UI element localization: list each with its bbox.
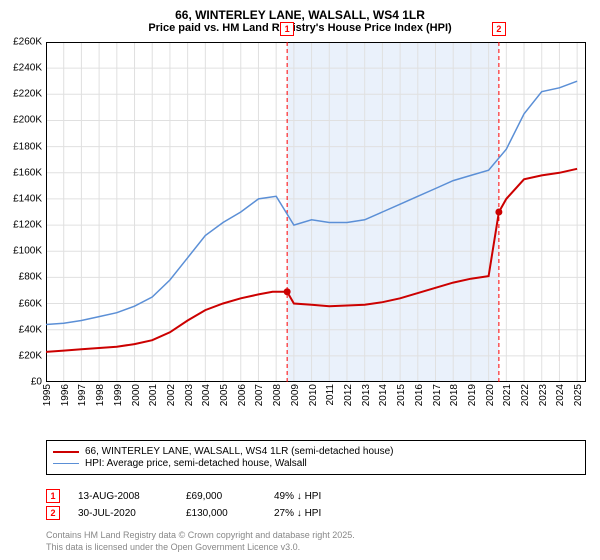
y-tick-label: £100K	[13, 246, 42, 257]
y-tick-label: £120K	[13, 220, 42, 231]
sale-row: 2 30-JUL-2020 £130,000 27% ↓ HPI	[46, 506, 586, 520]
chart-container: 66, WINTERLEY LANE, WALSALL, WS4 1LR Pri…	[0, 0, 600, 560]
sale-date: 30-JUL-2020	[78, 508, 168, 519]
y-tick-label: £80K	[19, 272, 42, 283]
legend-label-hpi: HPI: Average price, semi-detached house,…	[85, 458, 307, 469]
sale-row: 1 13-AUG-2008 £69,000 49% ↓ HPI	[46, 489, 586, 503]
legend-label-price-paid: 66, WINTERLEY LANE, WALSALL, WS4 1LR (se…	[85, 446, 393, 457]
x-tick-label: 2017	[432, 384, 443, 406]
x-tick-label: 2025	[573, 384, 584, 406]
x-tick-label: 1997	[77, 384, 88, 406]
title-subtitle: Price paid vs. HM Land Registry's House …	[0, 22, 600, 34]
x-tick-label: 1998	[95, 384, 106, 406]
x-tick-label: 2002	[166, 384, 177, 406]
x-tick-label: 1995	[42, 384, 53, 406]
sale-marker-badge: 1	[280, 22, 294, 36]
legend-row-hpi: HPI: Average price, semi-detached house,…	[53, 458, 579, 469]
title-address: 66, WINTERLEY LANE, WALSALL, WS4 1LR	[0, 8, 600, 22]
x-tick-label: 2003	[184, 384, 195, 406]
x-tick-label: 2018	[449, 384, 460, 406]
sale-badge: 2	[46, 506, 60, 520]
x-tick-label: 1999	[113, 384, 124, 406]
x-tick-label: 2023	[538, 384, 549, 406]
sale-price: £130,000	[186, 508, 256, 519]
footer-attribution: Contains HM Land Registry data © Crown c…	[46, 530, 355, 553]
x-tick-label: 2021	[502, 384, 513, 406]
chart-svg	[46, 42, 586, 382]
sale-dot	[495, 209, 502, 216]
legend-box: 66, WINTERLEY LANE, WALSALL, WS4 1LR (se…	[46, 440, 586, 475]
sale-hpi-delta: 27% ↓ HPI	[274, 508, 321, 519]
y-tick-label: £40K	[19, 324, 42, 335]
sale-hpi-delta: 49% ↓ HPI	[274, 491, 321, 502]
footer-line1: Contains HM Land Registry data © Crown c…	[46, 530, 355, 542]
y-tick-label: £20K	[19, 350, 42, 361]
x-tick-label: 2020	[485, 384, 496, 406]
sale-marker-badge: 2	[492, 22, 506, 36]
x-tick-label: 2012	[343, 384, 354, 406]
title-block: 66, WINTERLEY LANE, WALSALL, WS4 1LR Pri…	[0, 0, 600, 38]
x-tick-label: 2011	[325, 384, 336, 406]
x-tick-label: 2000	[131, 384, 142, 406]
x-tick-label: 2001	[148, 384, 159, 406]
legend-swatch-price-paid	[53, 451, 79, 453]
x-tick-label: 2009	[290, 384, 301, 406]
footer-line2: This data is licensed under the Open Gov…	[46, 542, 355, 554]
y-tick-label: £200K	[13, 115, 42, 126]
x-tick-label: 2014	[378, 384, 389, 406]
x-tick-label: 2010	[308, 384, 319, 406]
sale-badge: 1	[46, 489, 60, 503]
x-tick-label: 2008	[272, 384, 283, 406]
y-tick-label: £220K	[13, 89, 42, 100]
y-tick-label: £60K	[19, 298, 42, 309]
x-tick-label: 2007	[254, 384, 265, 406]
y-tick-label: £0	[31, 377, 42, 388]
x-tick-label: 2016	[414, 384, 425, 406]
x-tick-label: 2015	[396, 384, 407, 406]
y-tick-label: £160K	[13, 167, 42, 178]
y-tick-label: £260K	[13, 37, 42, 48]
sale-price: £69,000	[186, 491, 256, 502]
y-tick-label: £240K	[13, 63, 42, 74]
chart-area: £0£20K£40K£60K£80K£100K£120K£140K£160K£1…	[46, 42, 586, 394]
y-tick-label: £180K	[13, 141, 42, 152]
x-tick-label: 2013	[361, 384, 372, 406]
x-tick-label: 2004	[201, 384, 212, 406]
sale-dot	[284, 288, 291, 295]
shaded-region	[287, 42, 499, 382]
x-tick-label: 2024	[555, 384, 566, 406]
x-tick-label: 2022	[520, 384, 531, 406]
legend-row-price-paid: 66, WINTERLEY LANE, WALSALL, WS4 1LR (se…	[53, 446, 579, 457]
legend-swatch-hpi	[53, 463, 79, 464]
sale-date: 13-AUG-2008	[78, 491, 168, 502]
y-tick-label: £140K	[13, 193, 42, 204]
sales-table: 1 13-AUG-2008 £69,000 49% ↓ HPI 2 30-JUL-…	[46, 486, 586, 523]
x-tick-label: 2005	[219, 384, 230, 406]
x-tick-label: 1996	[60, 384, 71, 406]
x-tick-label: 2006	[237, 384, 248, 406]
x-tick-label: 2019	[467, 384, 478, 406]
